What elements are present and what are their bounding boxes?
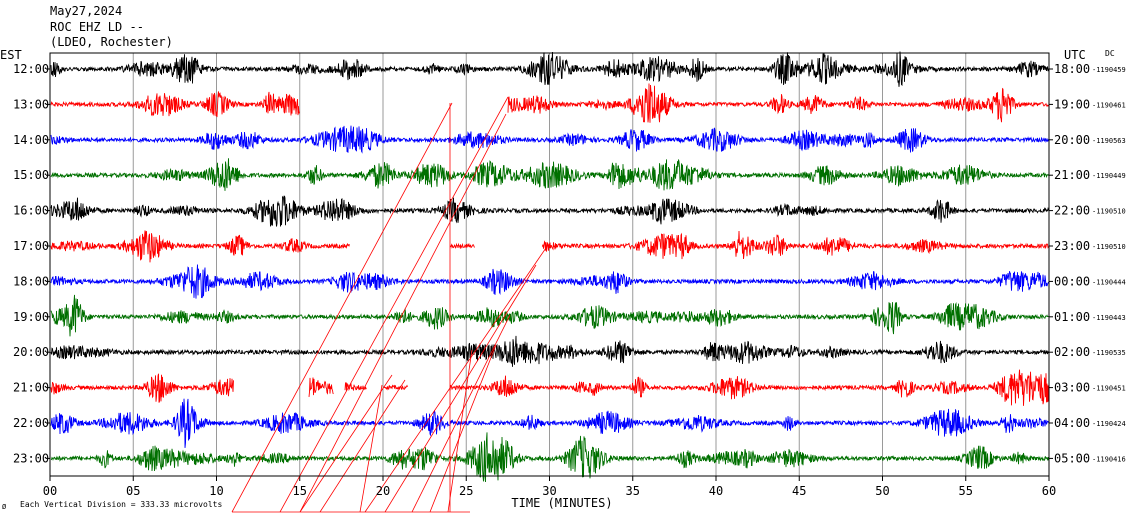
header-station: ROC EHZ LD -- — [50, 20, 144, 34]
seismic-trace — [383, 384, 408, 391]
x-tick-label: 10 — [209, 484, 223, 498]
row-label-est: 18:00 — [13, 274, 49, 288]
row-dc-offset: -1190510 — [1092, 243, 1126, 251]
seismic-trace — [50, 125, 1049, 154]
x-tick-label: 05 — [126, 484, 140, 498]
row-label-utc: 05:00 — [1054, 451, 1090, 465]
row-dc-offset: -1190535 — [1092, 349, 1126, 357]
x-axis-label: TIME (MINUTES) — [511, 496, 612, 510]
seismic-trace — [50, 294, 1049, 337]
glitch-line — [299, 374, 393, 513]
x-tick-label: 00 — [43, 484, 57, 498]
row-label-est: 22:00 — [13, 416, 49, 430]
row-label-utc: 01:00 — [1054, 310, 1090, 324]
row-label-est: 23:00 — [13, 451, 49, 465]
x-tick-label: 20 — [376, 484, 390, 498]
glitch-line — [279, 96, 509, 513]
row-dc-offset: -1190563 — [1092, 137, 1126, 145]
row-label-est: 13:00 — [13, 97, 49, 111]
row-label-est: 14:00 — [13, 133, 49, 147]
seismic-trace — [449, 369, 1049, 406]
row-dc-offset: -1190444 — [1092, 278, 1126, 286]
seismic-trace — [50, 335, 1049, 367]
header-network: (LDEO, Rochester) — [50, 35, 173, 49]
x-tick-label: 15 — [293, 484, 307, 498]
row-label-utc: 20:00 — [1054, 133, 1090, 147]
row-label-est: 19:00 — [13, 310, 49, 324]
glitch-line — [384, 264, 537, 513]
glitch-line — [231, 102, 453, 513]
seismic-trace — [507, 83, 1049, 123]
seismic-trace — [541, 230, 1049, 260]
glitch-line — [319, 379, 406, 513]
row-dc-offset: -1190510 — [1092, 208, 1126, 216]
glitch-line — [447, 349, 473, 513]
row-label-utc: 22:00 — [1054, 204, 1090, 218]
x-tick-label: 60 — [1042, 484, 1056, 498]
header-date: May27,2024 — [50, 4, 122, 18]
seismic-trace — [50, 158, 1049, 191]
row-label-est: 12:00 — [13, 62, 49, 76]
row-label-utc: 19:00 — [1054, 97, 1090, 111]
row-dc-offset: -1190443 — [1092, 314, 1126, 322]
row-label-est: 20:00 — [13, 345, 49, 359]
row-label-utc: 02:00 — [1054, 345, 1090, 359]
right-zone-label: UTC — [1064, 48, 1086, 62]
row-label-utc: 18:00 — [1054, 62, 1090, 76]
seismic-trace — [50, 398, 1049, 448]
row-dc-offset: -1190459 — [1092, 66, 1126, 74]
x-tick-label: 40 — [709, 484, 723, 498]
seismic-trace — [50, 230, 350, 263]
seismic-trace — [50, 264, 1049, 299]
row-dc-offset: -1190449 — [1092, 172, 1126, 180]
row-label-est: 17:00 — [13, 239, 49, 253]
seismic-trace — [308, 377, 334, 397]
row-label-utc: 00:00 — [1054, 274, 1090, 288]
scale-note: Each Vertical Division = 333.33 microvol… — [20, 500, 222, 509]
x-tick-label: 30 — [542, 484, 556, 498]
row-dc-offset: -1190461 — [1092, 101, 1126, 109]
row-label-est: 15:00 — [13, 168, 49, 182]
row-label-utc: 04:00 — [1054, 416, 1090, 430]
plot-frame — [49, 52, 1050, 477]
glitch-line — [299, 113, 507, 513]
seismic-trace — [50, 373, 234, 403]
glitch-line — [429, 344, 497, 513]
seismic-trace — [50, 432, 1049, 483]
x-tick-label: 25 — [459, 484, 473, 498]
scale-note-mark: Ø — [2, 503, 7, 511]
x-tick-label: 50 — [875, 484, 889, 498]
x-tick-label: 35 — [626, 484, 640, 498]
seismic-trace — [50, 51, 1049, 87]
row-dc-offset: -1190416 — [1092, 455, 1126, 463]
seismic-trace — [50, 91, 300, 118]
glitch-line — [359, 384, 383, 513]
glitch-line — [364, 244, 549, 513]
row-label-utc: 21:00 — [1054, 168, 1090, 182]
x-tick-label: 45 — [792, 484, 806, 498]
dc-label: DC — [1105, 49, 1115, 58]
left-zone-label: EST — [0, 48, 22, 62]
seismic-trace — [50, 195, 1049, 227]
row-label-est: 21:00 — [13, 381, 49, 395]
glitch-line — [411, 314, 511, 513]
x-tick-label: 55 — [959, 484, 973, 498]
row-dc-offset: -1190424 — [1092, 420, 1126, 428]
row-dc-offset: -1190451 — [1092, 385, 1126, 393]
seismic-trace — [449, 242, 475, 250]
row-label-est: 16:00 — [13, 204, 49, 218]
row-label-utc: 23:00 — [1054, 239, 1090, 253]
row-label-utc: 03:00 — [1054, 381, 1090, 395]
